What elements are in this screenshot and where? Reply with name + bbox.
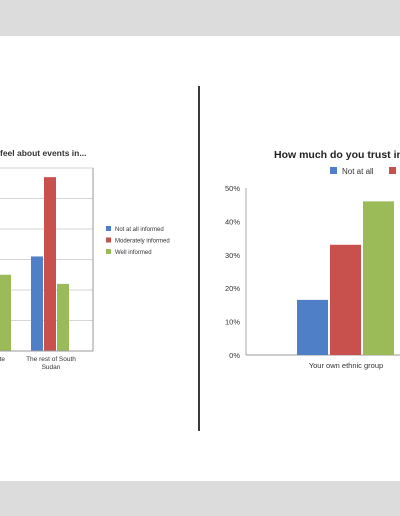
left-x-tick-label: state — [0, 356, 5, 363]
right-legend-swatch — [330, 167, 337, 174]
left-chart-title: feel about events in... — [0, 148, 86, 158]
right-chart-y-ticks: 0% 10% 20% 30% 40% 50% — [225, 184, 240, 360]
left-chart: feel about events in... state The rest of… — [0, 148, 170, 371]
right-bar-2 — [363, 201, 394, 355]
right-bar-1 — [330, 244, 361, 355]
right-y-tick-label: 30% — [225, 251, 240, 260]
bottom-gray-band — [0, 481, 400, 516]
right-y-tick-label: 50% — [225, 184, 240, 193]
right-y-tick-label: 20% — [225, 284, 240, 293]
right-y-tick-label: 40% — [225, 217, 240, 226]
left-chart-legend: Not at all informed Moderately informed We… — [106, 226, 170, 256]
slide-divider — [198, 86, 200, 431]
top-gray-band — [0, 0, 400, 36]
right-chart-legend: Not at all — [330, 167, 396, 176]
right-chart-x-labels: Your own ethnic group — [309, 361, 383, 370]
left-legend-swatch — [106, 249, 111, 254]
right-bar-0 — [297, 299, 328, 355]
left-legend-label: Not at all informed — [115, 227, 164, 233]
right-y-tick-label: 0% — [229, 351, 240, 360]
left-x-tick-label: The rest of South — [26, 356, 76, 363]
left-legend-label: Moderately informed — [115, 239, 170, 245]
left-legend-label: Well informed — [115, 250, 152, 256]
left-legend-swatch — [106, 237, 111, 243]
right-chart-title: How much do you trust in — [274, 149, 400, 161]
right-legend-label: Not at all — [342, 167, 374, 176]
right-x-tick-label: Your own ethnic group — [309, 361, 383, 370]
right-legend-swatch — [389, 167, 396, 174]
left-bar-moderately-informed — [44, 177, 56, 351]
right-chart-bars — [297, 201, 394, 355]
right-y-tick-label: 10% — [225, 318, 240, 327]
left-chart-bars — [0, 177, 69, 351]
left-bar-well-informed — [0, 274, 11, 351]
left-legend-swatch — [106, 226, 111, 231]
left-bar-not-at-all-informed — [31, 256, 43, 351]
left-bar-well-informed — [57, 283, 69, 351]
left-x-tick-label: Sudan — [42, 364, 61, 371]
right-chart: How much do you trust in Not at all 0% 10… — [225, 149, 400, 370]
